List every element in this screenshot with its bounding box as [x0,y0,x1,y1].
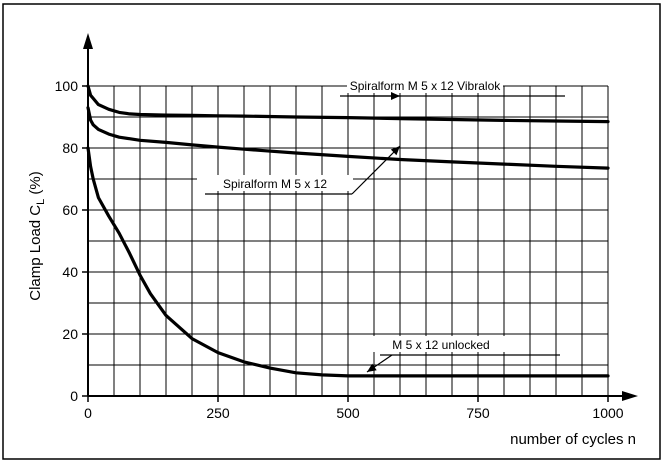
annotation-label: Spiralform M 5 x 12 [223,177,327,191]
y-axis-title: Clamp Load CL (%) [27,171,47,301]
x-tick-label: 500 [336,405,360,421]
series-line-3 [86,146,610,378]
y-axis-title-main: Clamp Load C [27,205,44,301]
x-axis-title: number of cycles n [510,431,636,448]
annotation-arrowhead [391,92,400,100]
grid [88,85,609,396]
annotation-bg [197,175,353,191]
annotation-arrowhead [367,363,377,372]
annotations: Spiralform M 5 x 12 Vibralok Spiralform M… [197,77,565,373]
annotation-leader [351,145,401,195]
y-axis-title-suffix: (%) [27,171,44,199]
x-axis-arrow [622,391,638,401]
x-tick-label: 1000 [592,405,623,421]
series-line-2 [86,106,610,170]
annotation-label: Spiralform M 5 x 12 Vibralok [350,79,502,93]
x-tick-label: 0 [84,405,92,421]
figure-frame [2,3,661,460]
y-tick-label: 20 [62,326,78,342]
x-tick-label: 750 [466,405,490,421]
x-tick-label: 250 [206,405,230,421]
y-tick-label: 40 [62,264,78,280]
y-axis-arrow [83,33,93,49]
series-lines [86,84,610,378]
y-tick-label: 0 [70,388,78,404]
series-line-1 [86,84,610,124]
y-tick-label: 60 [62,202,78,218]
y-tick-label: 100 [55,78,79,94]
annotation-arrowhead [390,146,400,156]
annotation-bg [347,77,503,93]
annotation-label: M 5 x 12 unlocked [392,338,489,352]
y-axis-title-subscript: L [35,199,47,205]
annotation-bg [363,336,519,352]
y-tick-label: 80 [62,140,78,156]
